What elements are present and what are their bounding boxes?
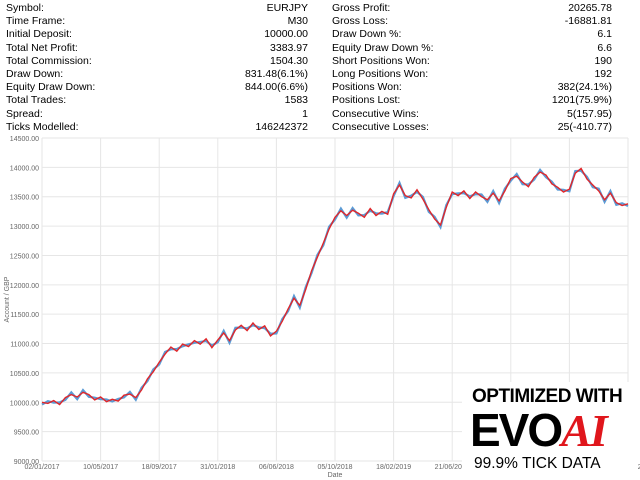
stat-value: EURJPY: [266, 2, 308, 14]
stat-label: Gross Loss:: [332, 15, 389, 28]
stat-row: Total Net Profit: 3383.97: [6, 42, 308, 55]
stat-label: Consecutive Losses:: [332, 120, 429, 133]
stat-row: Initial Deposit: 10000.00: [6, 28, 308, 41]
stat-value: 382(24.1%): [557, 81, 612, 94]
stat-label: Time Frame:: [6, 15, 66, 28]
stat-value: 1504.30: [270, 54, 308, 67]
stat-row: Total Trades: 1583: [6, 94, 308, 107]
y-tick-label: 9000.00: [14, 459, 39, 466]
stat-value: 5(157.95): [567, 107, 612, 120]
evo-ai-badge: OPTIMIZED WITH EVOAI 99.9% TICK DATA: [462, 382, 638, 478]
stat-label: Equity Draw Down %:: [332, 41, 434, 54]
stat-value: 1: [302, 107, 308, 120]
stat-label: Total Net Profit:: [6, 41, 78, 54]
y-tick-label: 13500.00: [10, 195, 39, 202]
stat-label: Gross Profit:: [332, 2, 391, 14]
y-tick-label: 9500.00: [14, 430, 39, 437]
stat-row: Consecutive Wins: 5(157.95): [332, 108, 612, 121]
x-tick-label: 21/06/2019: [435, 464, 470, 471]
evo-ai-logo: EVOAI: [470, 404, 608, 456]
stat-row: Gross Loss: -16881.81: [332, 15, 612, 28]
x-tick-label: 06/06/2018: [259, 464, 294, 471]
stat-value: -16881.81: [564, 15, 612, 28]
stat-label: Total Trades:: [6, 94, 67, 107]
y-tick-label: 14500.00: [10, 136, 39, 143]
stat-value: 146242372: [255, 120, 308, 133]
stat-value: 190: [594, 54, 612, 67]
report-stats: Symbol: EURJPY Time Frame: M30 Initial Depos…: [0, 0, 640, 133]
y-tick-label: 12500.00: [10, 253, 39, 260]
stat-label: Equity Draw Down:: [6, 81, 96, 94]
stat-row: Equity Draw Down %: 6.6: [332, 42, 612, 55]
stat-value: 844.00(6.6%): [244, 81, 308, 94]
stat-value: 192: [594, 67, 612, 80]
stat-value: 3383.97: [270, 41, 308, 54]
stat-value: 25(-410.77): [557, 120, 612, 133]
stats-right: Gross Profit: 20265.78 Gross Loss: -16881.8…: [332, 2, 612, 134]
y-tick-label: 13000.00: [10, 224, 39, 231]
stat-label: Total Commission:: [6, 54, 92, 67]
stat-value: 831.48(6.1%): [244, 67, 308, 80]
stat-row: Draw Down %: 6.1: [332, 28, 612, 41]
stat-value: 1583: [284, 94, 308, 107]
badge-optimized-text: OPTIMIZED WITH: [472, 386, 623, 407]
y-tick-label: 10000.00: [10, 400, 39, 407]
stat-label: Initial Deposit:: [6, 28, 72, 41]
logo-evo: EVO: [470, 404, 563, 456]
stat-row: Gross Profit: 20265.78: [332, 2, 612, 15]
stat-row: Spread: 1: [6, 108, 308, 121]
stat-row: Total Commission: 1504.30: [6, 55, 308, 68]
stat-row: Equity Draw Down: 844.00(6.6%): [6, 81, 308, 94]
y-tick-label: 11000.00: [10, 342, 39, 349]
x-tick-label: 05/10/2018: [317, 464, 352, 471]
stat-row: Consecutive Losses: 25(-410.77): [332, 121, 612, 134]
stat-row: Symbol: EURJPY: [6, 2, 308, 15]
stat-label: Ticks Modelled:: [6, 120, 79, 133]
x-tick-label: 18/02/2019: [376, 464, 411, 471]
y-axis-label: Account / GBP: [4, 276, 11, 322]
stat-row: Ticks Modelled: 146242372: [6, 121, 308, 134]
logo-ai: AI: [561, 405, 608, 456]
stat-value: 1201(75.9%): [551, 94, 612, 107]
y-tick-label: 12000.00: [10, 283, 39, 290]
stat-label: Positions Won:: [332, 81, 402, 94]
x-tick-label: 18/09/2017: [142, 464, 177, 471]
stat-row: Time Frame: M30: [6, 15, 308, 28]
y-tick-label: 14000.00: [10, 165, 39, 172]
y-tick-label: 11500.00: [10, 312, 39, 319]
y-tick-label: 10500.00: [10, 371, 39, 378]
stat-value: M30: [287, 15, 308, 28]
stat-row: Positions Won: 382(24.1%): [332, 81, 612, 94]
stats-left: Symbol: EURJPY Time Frame: M30 Initial Depos…: [6, 2, 308, 134]
stat-label: Spread:: [6, 107, 43, 120]
balance-line: [41, 167, 629, 406]
stat-value: 6.6: [597, 41, 612, 54]
stat-label: Symbol:: [6, 2, 44, 14]
equity-chart: 9000.00 9500.00 10000.00 10500.00 11000.00 11…: [4, 136, 640, 479]
stat-label: Draw Down %:: [332, 28, 402, 41]
stat-value: 6.1: [597, 28, 612, 41]
stat-label: Consecutive Wins:: [332, 107, 419, 120]
x-tick-label: 31/01/2018: [200, 464, 235, 471]
stat-value: 20265.78: [568, 2, 612, 14]
x-axis-label: Date: [328, 472, 343, 479]
stat-label: Long Positions Won:: [332, 67, 429, 80]
stat-row: Long Positions Won: 192: [332, 68, 612, 81]
stat-row: Short Positions Won: 190: [332, 55, 612, 68]
x-tick-label: 02/01/2017: [24, 464, 59, 471]
x-tick-label: 10/05/2017: [83, 464, 118, 471]
stat-row: Positions Lost: 1201(75.9%): [332, 94, 612, 107]
stat-value: 10000.00: [264, 28, 308, 41]
stat-row: Draw Down: 831.48(6.1%): [6, 68, 308, 81]
stat-label: Short Positions Won:: [332, 54, 430, 67]
stat-label: Positions Lost:: [332, 94, 401, 107]
stat-label: Draw Down:: [6, 67, 64, 80]
badge-tick-data-text: 99.9% TICK DATA: [474, 455, 601, 472]
